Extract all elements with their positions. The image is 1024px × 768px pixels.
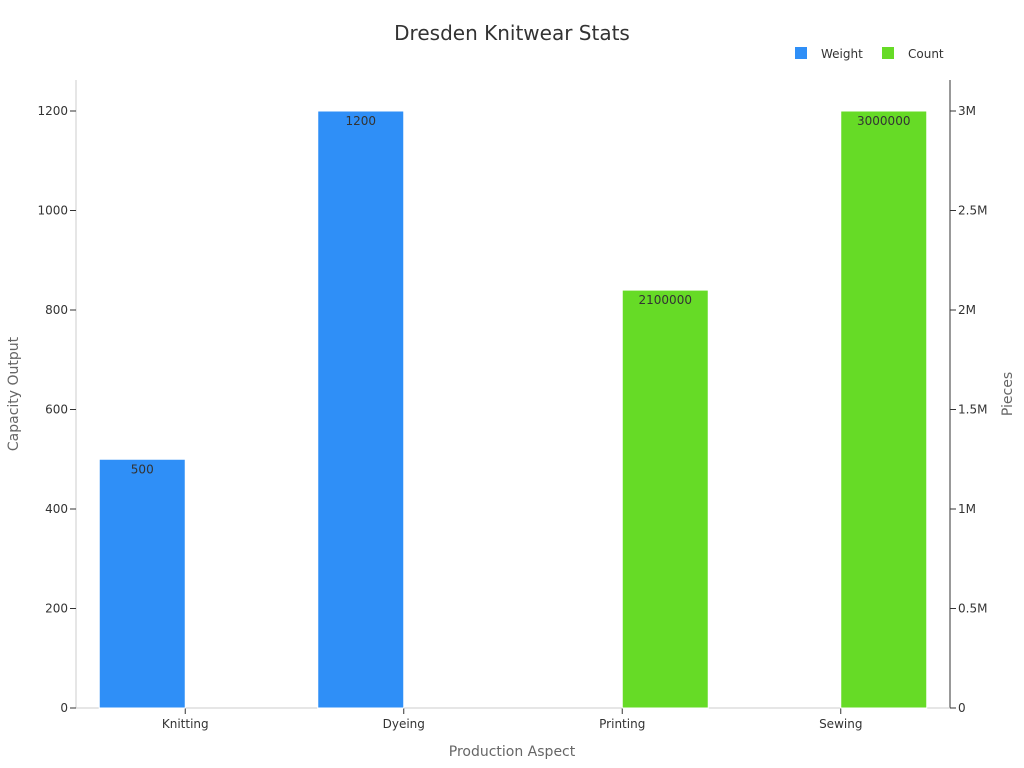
data-label: 1200 (345, 114, 376, 128)
bars (98, 110, 928, 709)
data-label: 2100000 (639, 293, 692, 307)
y-left-tick-label: 1200 (37, 104, 68, 118)
y-axis-left-label: Capacity Output (6, 336, 22, 451)
legend-label: Count (908, 47, 944, 61)
y-right-tick-label: 2M (958, 303, 976, 317)
y-right-tick-label: 0 (958, 701, 966, 715)
data-label: 500 (131, 462, 154, 476)
bar-count (621, 289, 709, 709)
legend-label: Weight (821, 47, 863, 61)
y-axis-right-label: Pieces (1000, 372, 1016, 416)
y-left-tick-label: 0 (60, 701, 68, 715)
y-left-tick-label: 1000 (37, 204, 68, 218)
legend-swatch (795, 47, 807, 59)
x-tick-label: Knitting (162, 717, 209, 731)
y-right-tick-label: 0.5M (958, 602, 987, 616)
y-right-tick-label: 1M (958, 502, 976, 516)
y-left-tick-label: 600 (45, 403, 68, 417)
y-right-tick-label: 2.5M (958, 204, 987, 218)
y-left-tick-label: 400 (45, 502, 68, 516)
legend-swatch (882, 47, 894, 59)
y-left-tick-label: 200 (45, 602, 68, 616)
data-label: 3000000 (857, 114, 910, 128)
chart-title: Dresden Knitwear Stats (394, 21, 630, 45)
y-left-tick-label: 800 (45, 303, 68, 317)
x-tick-label: Sewing (819, 717, 862, 731)
x-axis-label: Production Aspect (449, 744, 576, 760)
axes: 0 200 400 600 800 1000 1200 0 0.5M 1M 1.5M 2M 2.5M 3M… (37, 80, 987, 731)
bar-weight (98, 458, 186, 709)
bar-weight (317, 110, 405, 709)
x-tick-label: Dyeing (383, 717, 425, 731)
bar-count (840, 110, 928, 709)
y-right-tick-label: 1.5M (958, 403, 987, 417)
y-right-tick-label: 3M (958, 104, 976, 118)
data-labels: 500 1200 2100000 3000000 (131, 114, 911, 476)
x-tick-label: Printing (599, 717, 645, 731)
legend: Weight Count (795, 47, 944, 61)
